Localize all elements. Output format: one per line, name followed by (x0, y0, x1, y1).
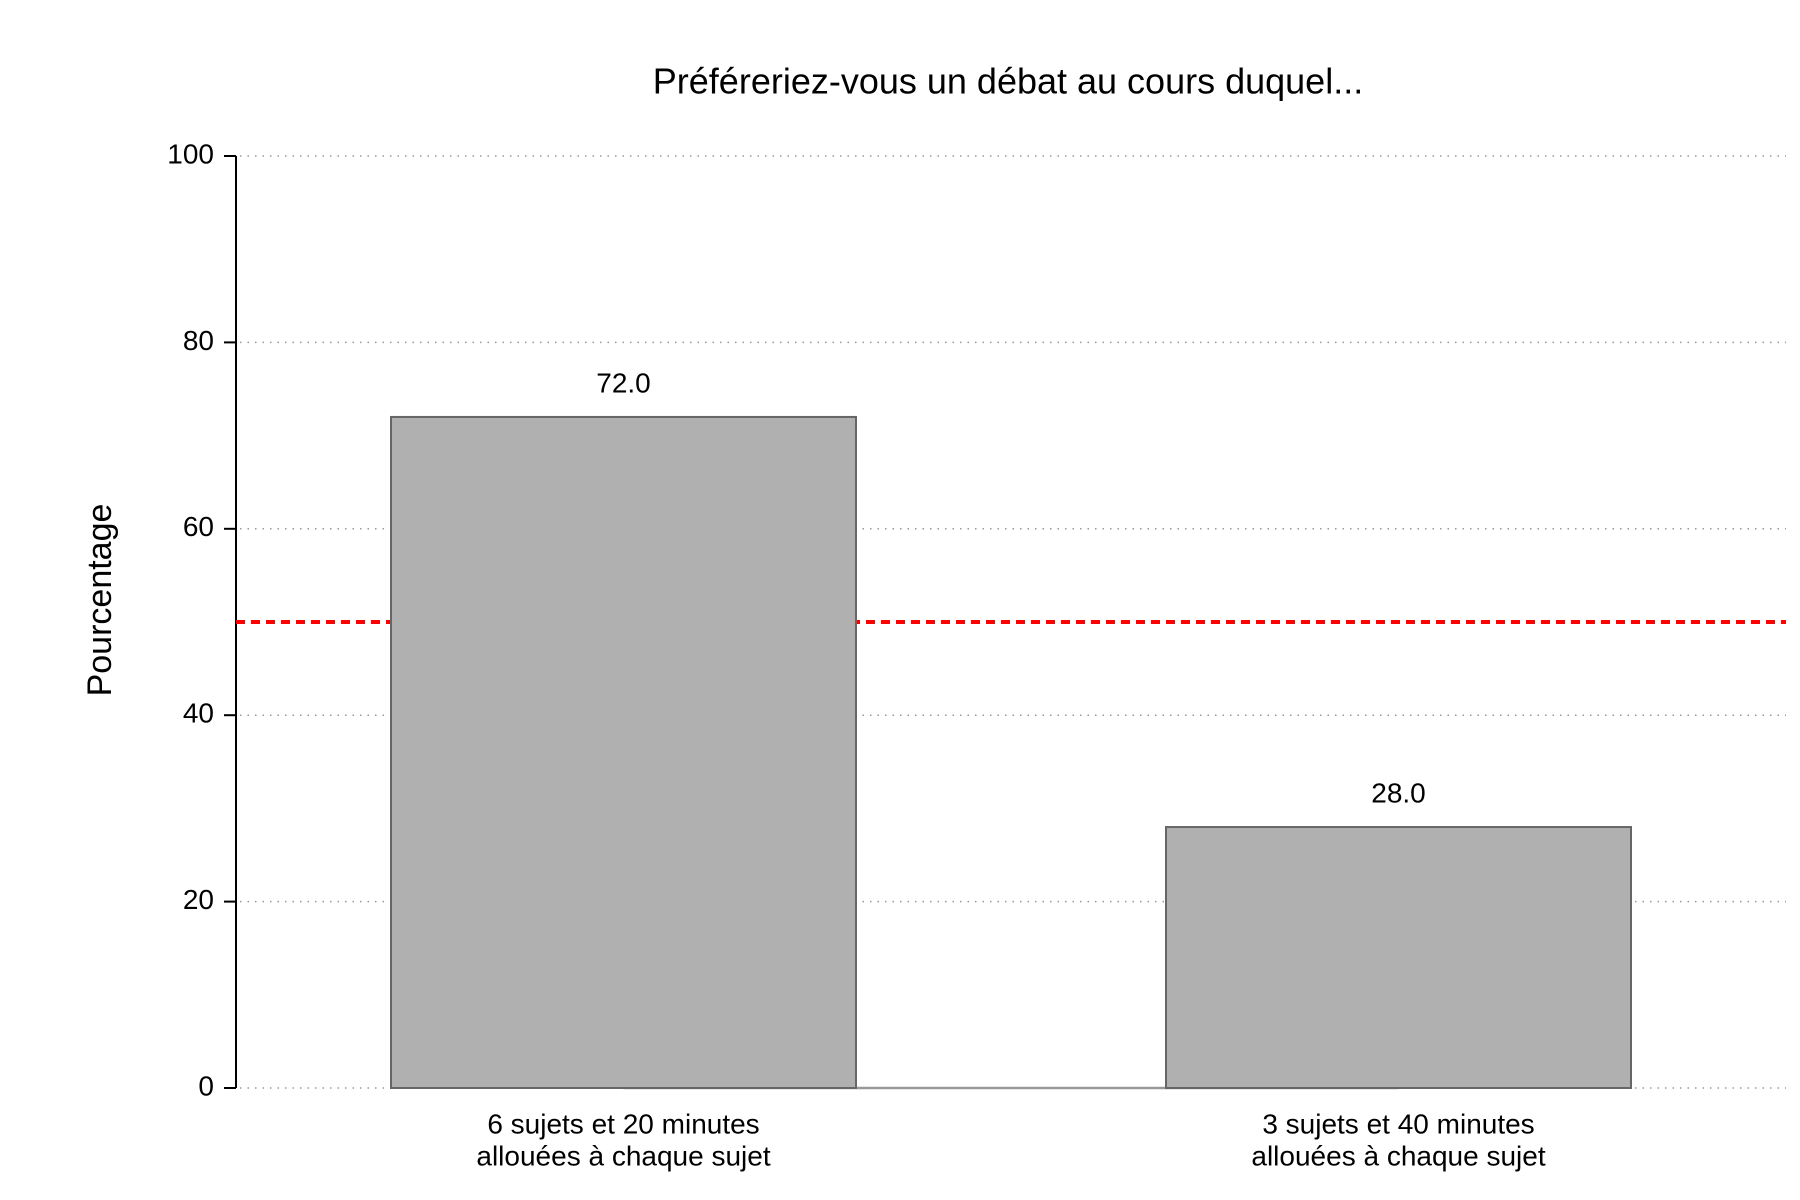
value-label: 72.0 (596, 367, 651, 398)
y-tick-label: 80 (183, 325, 214, 356)
x-tick-label: allouées à chaque sujet (1251, 1140, 1545, 1171)
value-label: 28.0 (1371, 777, 1426, 808)
x-tick-label: 3 sujets et 40 minutes (1262, 1108, 1534, 1139)
x-tick-label: 6 sujets et 20 minutes (487, 1108, 759, 1139)
y-tick-label: 20 (183, 884, 214, 915)
y-axis-label: Pourcentage (81, 504, 119, 697)
x-tick-label: allouées à chaque sujet (476, 1140, 770, 1171)
bar (390, 415, 857, 1089)
y-tick-label: 40 (183, 698, 214, 729)
y-tick-label: 60 (183, 511, 214, 542)
y-tick-label: 0 (198, 1070, 214, 1101)
y-tick-label: 100 (167, 138, 214, 169)
bar (1165, 826, 1632, 1089)
chart-title: Préféreriez-vous un débat au cours duque… (653, 61, 1363, 102)
